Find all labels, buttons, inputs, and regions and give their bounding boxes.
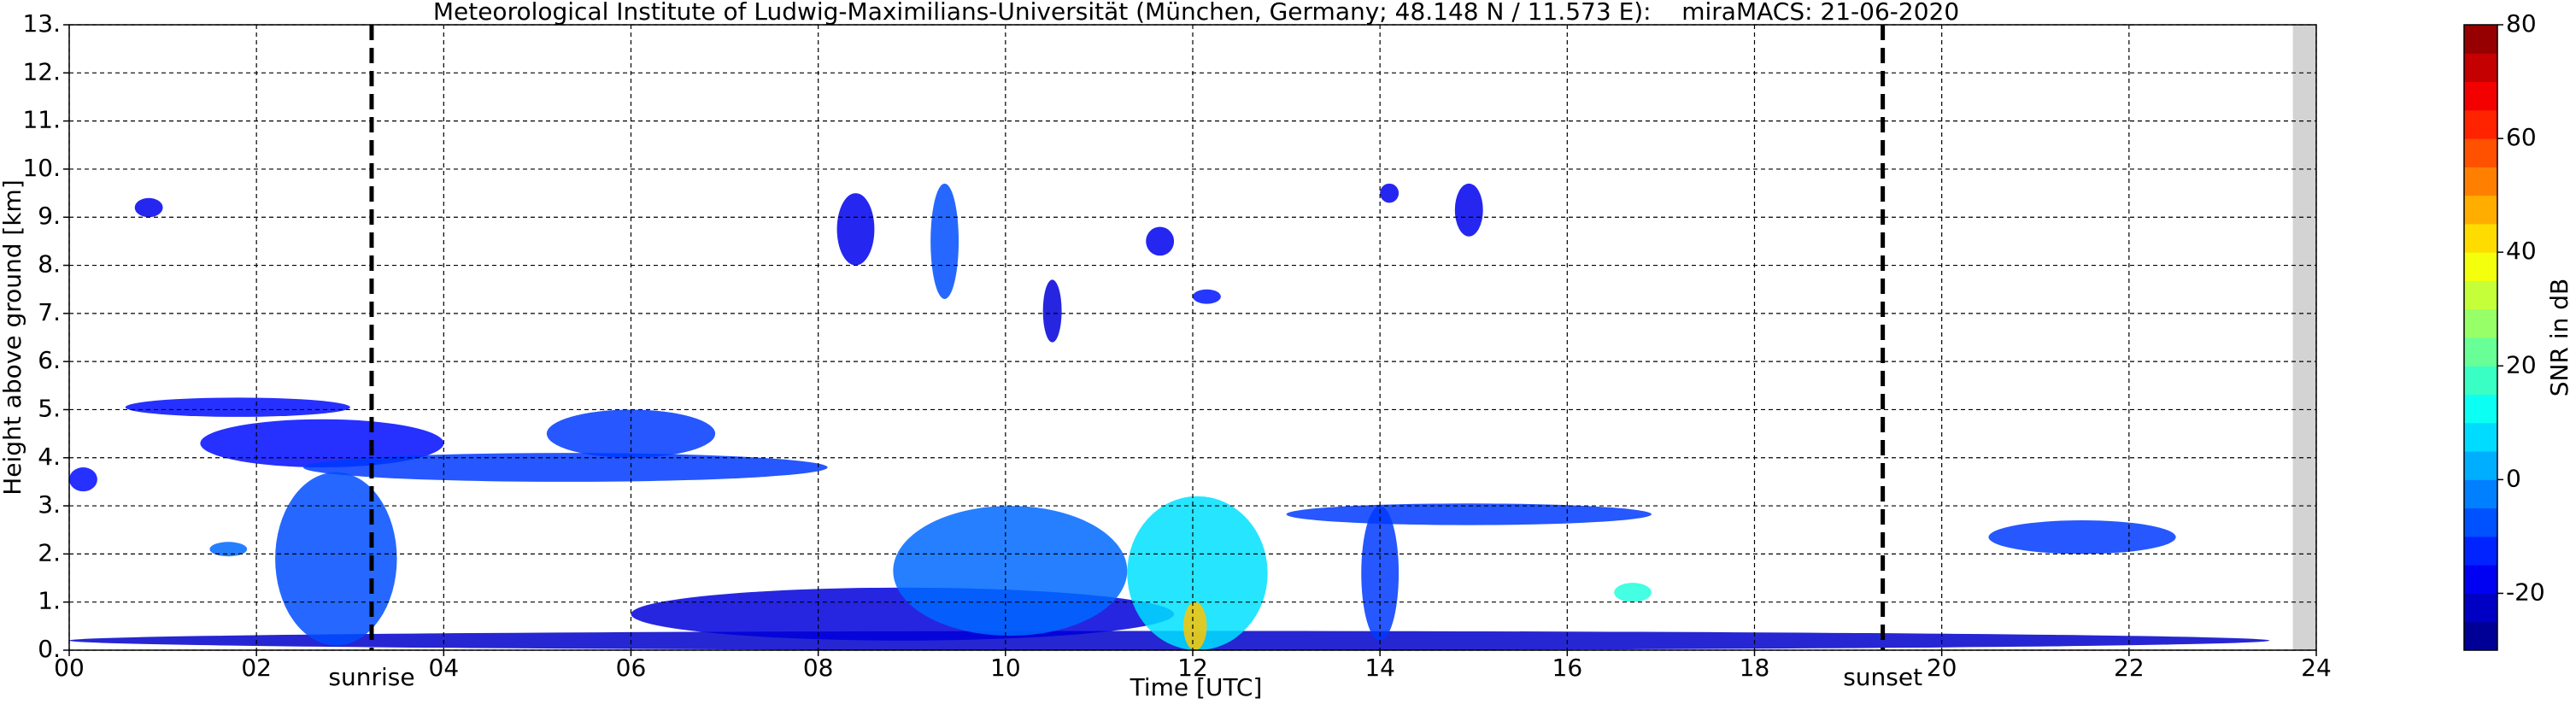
colorbar-segment: [2464, 451, 2497, 480]
colorbar-segment: [2464, 252, 2497, 281]
y-tick-label: 7.: [38, 298, 61, 326]
x-tick-label: 04: [429, 654, 460, 682]
y-tick-label: 11.: [22, 106, 61, 134]
colorbar-label: SNR in dB: [2545, 279, 2573, 396]
x-tick-label: 22: [2114, 654, 2145, 682]
colorbar-segment: [2464, 337, 2497, 367]
y-tick-label: 1.: [38, 587, 61, 615]
x-tick-label: 12: [1177, 654, 1208, 682]
annotation-label: sunrise: [328, 663, 414, 691]
colorbar-segment: [2464, 280, 2497, 310]
echo: [1146, 226, 1175, 256]
colorbar-segment: [2464, 223, 2497, 253]
echo: [836, 193, 875, 266]
echo: [1380, 183, 1399, 203]
colorbar-segment: [2464, 308, 2497, 338]
echo: [1193, 289, 1221, 304]
colorbar-segment: [2464, 195, 2497, 225]
colorbar-frame: [2463, 24, 2498, 651]
colorbar-segment: [2464, 138, 2497, 167]
x-tick-label: 06: [616, 654, 647, 682]
no-data-region: [2292, 25, 2316, 650]
y-tick-label: 8.: [38, 250, 61, 279]
colorbar-segment: [2464, 394, 2497, 424]
echo: [1286, 503, 1652, 525]
colorbar-segment: [2464, 479, 2497, 509]
echo: [134, 197, 163, 218]
x-tick-label: 02: [241, 654, 272, 682]
y-axis-label: Height above ground [km]: [0, 179, 26, 496]
x-tick-label: 14: [1364, 654, 1395, 682]
echo: [275, 472, 397, 646]
echo: [125, 397, 350, 417]
colorbar-tick-label: 40: [2506, 237, 2537, 265]
x-tick-label: 20: [1927, 654, 1957, 682]
colorbar-tick-label: 80: [2506, 9, 2537, 38]
colorbar-segment: [2464, 536, 2497, 566]
echo: [1183, 601, 1207, 650]
x-tick-label: 16: [1552, 654, 1583, 682]
echo: [1988, 519, 2176, 554]
colorbar-tick-label: 60: [2506, 123, 2537, 151]
annotation-label: sunset: [1843, 663, 1922, 691]
y-tick-label: 9.: [38, 202, 61, 230]
echo: [1127, 496, 1268, 651]
y-tick-label: 10.: [22, 154, 61, 182]
x-tick-label: 18: [1740, 654, 1770, 682]
echo: [893, 506, 1128, 637]
y-tick-label: 2.: [38, 538, 61, 566]
colorbar-segment: [2464, 167, 2497, 197]
y-tick-label: 3.: [38, 490, 61, 519]
y-tick-label: 0.: [38, 635, 61, 663]
echo: [1042, 279, 1062, 343]
colorbar-segment: [2464, 25, 2497, 54]
colorbar-segment: [2464, 507, 2497, 537]
echo: [1454, 183, 1483, 237]
colorbar-segment: [2464, 53, 2497, 83]
plot-frame: [68, 24, 2317, 651]
colorbar-segment: [2464, 593, 2497, 623]
colorbar-tick-label: -20: [2506, 578, 2545, 606]
x-tick-label: 08: [803, 654, 834, 682]
colorbar-segment: [2464, 565, 2497, 594]
echo: [200, 419, 444, 468]
x-tick-label: 00: [54, 654, 85, 682]
y-tick-label: 4.: [38, 443, 61, 471]
echo: [302, 453, 828, 482]
colorbar-tick-label: 0: [2506, 464, 2521, 492]
colorbar-segment: [2464, 366, 2497, 396]
colorbar-segment: [2464, 81, 2497, 111]
y-tick-label: 13.: [22, 9, 61, 38]
y-tick-label: 6.: [38, 346, 61, 374]
chart-title: Meteorological Institute of Ludwig-Maxim…: [433, 0, 1959, 26]
echo: [1614, 583, 1652, 602]
x-tick-label: 10: [990, 654, 1021, 682]
echo: [209, 542, 248, 557]
colorbar-segment: [2464, 109, 2497, 139]
colorbar-tick-label: 20: [2506, 350, 2537, 378]
y-tick-label: 5.: [38, 394, 61, 422]
x-tick-label: 24: [2301, 654, 2332, 682]
echo: [69, 467, 97, 492]
colorbar-segment: [2464, 422, 2497, 452]
y-tick-label: 12.: [22, 57, 61, 85]
colorbar-segment: [2464, 621, 2497, 651]
x-axis-label: Time [UTC]: [1130, 673, 1263, 701]
echo: [930, 183, 959, 299]
